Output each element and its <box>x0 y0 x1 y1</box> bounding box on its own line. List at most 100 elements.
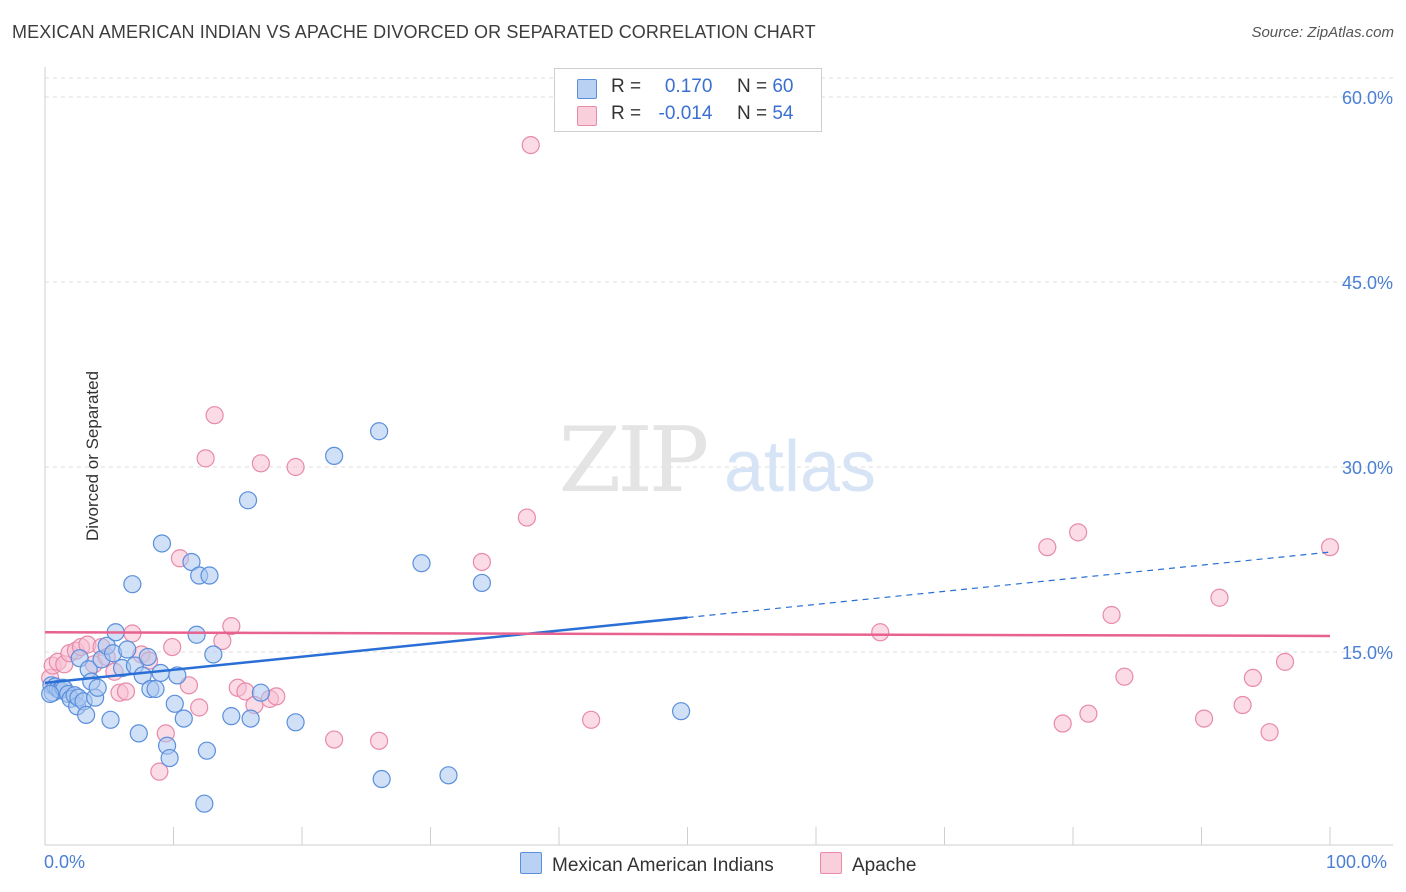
watermark-atlas: atlas <box>724 427 876 507</box>
blue-point-26 <box>123 575 142 594</box>
legend-r-value-2: -0.014 <box>658 103 713 124</box>
source-label: Source: ZipAtlas.com <box>1251 24 1394 41</box>
bottom-legend-swatch-pink <box>820 852 842 874</box>
legend-swatch-blue <box>577 79 597 99</box>
y-tick-label-60: 60.0% <box>1342 88 1393 108</box>
pink-point-47 <box>1194 709 1214 728</box>
blue-point-25 <box>118 640 137 659</box>
grid-lines <box>45 77 1393 653</box>
blue-point-43 <box>195 794 214 813</box>
pink-point-51 <box>1260 723 1279 742</box>
legend-swatch-pink <box>577 106 597 126</box>
pink-point-40 <box>871 623 890 642</box>
bottom-legend-mexican-american-indians: Mexican American Indians <box>520 852 774 877</box>
pink-trend <box>44 631 1331 638</box>
blue-point-21 <box>101 710 120 729</box>
blue-point-38 <box>168 666 187 685</box>
legend-n-label-2: N = <box>736 103 768 124</box>
blue-point-51 <box>286 713 305 732</box>
y-tick-labels: 15.0% 30.0% 45.0% 60.0% <box>1342 88 1393 663</box>
mexican-american-indian-points <box>41 422 691 813</box>
blue-point-29 <box>133 666 152 685</box>
pink-point-38 <box>517 508 536 527</box>
blue-point-41 <box>187 625 206 644</box>
blue-point-36 <box>160 748 179 768</box>
blue-point-56 <box>439 766 458 785</box>
blue-point-39 <box>174 709 193 728</box>
pink-point-41 <box>1038 538 1057 557</box>
x-tick-max: 100.0% <box>1326 852 1388 872</box>
y-tick-label-45: 45.0% <box>1342 273 1393 293</box>
y-tick-label-30: 30.0% <box>1342 458 1393 478</box>
pink-point-36 <box>472 552 491 572</box>
blue-trend-dashed <box>687 551 1331 619</box>
blue-point-50 <box>251 683 270 702</box>
pink-point-37 <box>521 136 540 155</box>
pink-point-30 <box>251 454 270 473</box>
pink-point-48 <box>1210 588 1229 607</box>
pink-point-17 <box>150 762 169 781</box>
pink-point-45 <box>1102 605 1121 625</box>
pink-point-43 <box>1069 523 1088 542</box>
axes <box>44 67 1393 846</box>
blue-point-49 <box>241 709 260 728</box>
legend-n-label-1: N = <box>736 76 768 97</box>
blue-point-18 <box>88 678 107 697</box>
blue-point-52 <box>325 446 344 465</box>
watermark: ZIP atlas <box>559 408 876 513</box>
pink-point-23 <box>196 449 215 468</box>
blue-point-55 <box>412 554 431 573</box>
blue-point-28 <box>129 724 148 743</box>
legend-n-value-1: 60 <box>772 76 794 97</box>
blue-trend-solid <box>44 616 688 685</box>
trend-lines <box>44 551 1331 685</box>
pink-point-26 <box>222 616 241 636</box>
blue-point-58 <box>671 702 691 721</box>
correlation-legend: R = 0.170 N = 60 R = -0.014 N = 54 <box>554 68 822 132</box>
blue-point-48 <box>238 491 258 510</box>
pink-point-53 <box>1320 538 1340 557</box>
blue-point-14 <box>77 705 96 725</box>
bottom-legend-swatch-blue <box>520 852 542 874</box>
pink-point-19 <box>163 637 182 657</box>
legend-r-label-1: R = <box>611 76 642 97</box>
blue-point-59 <box>41 684 60 704</box>
pink-point-44 <box>1079 704 1098 723</box>
blue-point-46 <box>204 645 223 664</box>
blue-point-47 <box>222 707 241 726</box>
pink-point-52 <box>1275 652 1295 671</box>
blue-point-34 <box>152 534 172 553</box>
pink-point-42 <box>1053 714 1072 733</box>
blue-point-53 <box>370 422 389 441</box>
chart-title: MEXICAN AMERICAN INDIAN VS APACHE DIVORC… <box>12 22 816 42</box>
legend-r-value-1: 0.170 <box>664 76 713 97</box>
blue-point-40 <box>182 552 201 572</box>
pink-point-24 <box>205 406 224 425</box>
blue-point-32 <box>146 679 165 699</box>
pink-point-39 <box>582 710 601 729</box>
blue-point-45 <box>200 566 219 585</box>
watermark-zip: ZIP <box>559 408 707 513</box>
x-tick-min: 0.0% <box>44 852 86 872</box>
y-tick-label-15: 15.0% <box>1342 643 1393 663</box>
bottom-legend-label-1: Mexican American Indians <box>552 855 774 876</box>
bottom-legend-label-2: Apache <box>852 855 917 876</box>
pink-point-21 <box>179 676 199 695</box>
bottom-legend-apache: Apache <box>820 852 916 877</box>
blue-point-57 <box>472 573 491 593</box>
pink-point-22 <box>190 698 209 717</box>
pink-point-49 <box>1233 695 1252 715</box>
blue-point-54 <box>372 769 391 789</box>
pink-point-34 <box>325 730 344 749</box>
pink-point-13 <box>116 682 136 701</box>
pink-point-35 <box>370 731 389 750</box>
blue-point-30 <box>138 647 157 667</box>
blue-point-33 <box>151 663 170 683</box>
legend-r-label-2: R = <box>611 103 642 124</box>
legend-n-value-2: 54 <box>772 103 794 124</box>
pink-point-50 <box>1243 668 1263 688</box>
pink-point-32 <box>267 687 286 706</box>
pink-point-33 <box>286 457 305 477</box>
pink-point-46 <box>1115 667 1134 686</box>
